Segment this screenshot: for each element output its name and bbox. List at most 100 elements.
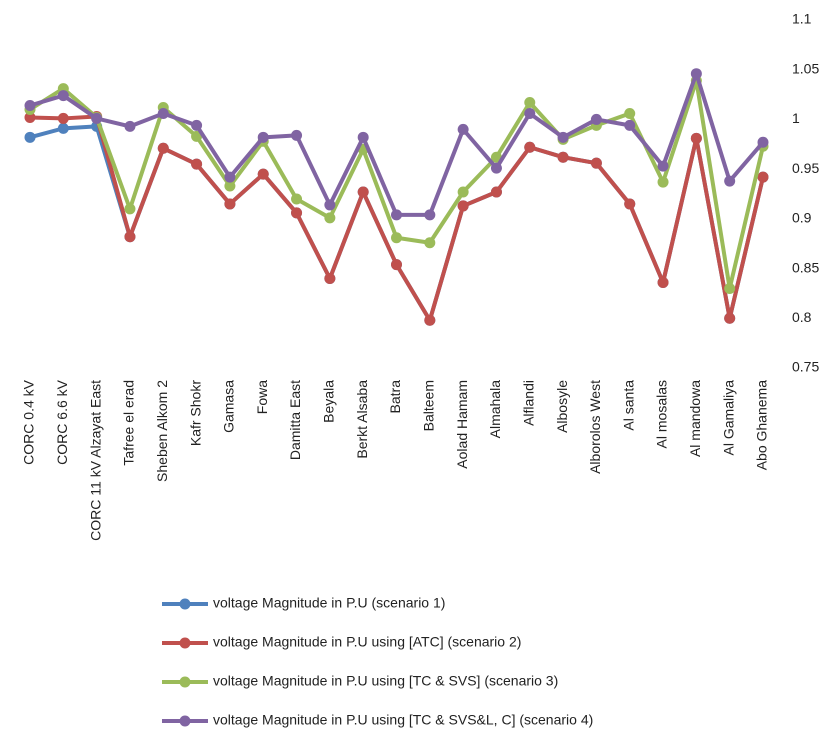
data-point: [224, 171, 236, 183]
x-tick-label: Abo Ghanema: [754, 380, 770, 470]
legend-label: voltage Magnitude in P.U using [TC & SVS…: [213, 673, 558, 689]
data-point: [590, 113, 602, 125]
data-point: [24, 111, 36, 123]
data-point: [257, 131, 269, 143]
data-point: [724, 312, 736, 324]
x-tick-label: Al mosalas: [654, 380, 670, 448]
legend-label: voltage Magnitude in P.U using [TC & SVS…: [213, 712, 593, 728]
data-point: [357, 186, 369, 198]
x-tick-label: Sheben Alkom 2: [154, 380, 170, 482]
data-point: [490, 162, 502, 174]
data-point: [724, 282, 736, 294]
data-point: [257, 168, 269, 180]
x-tick-label: Batra: [387, 380, 403, 414]
data-point: [224, 198, 236, 210]
y-tick-label: 0.85: [792, 259, 819, 275]
data-point: [657, 160, 669, 172]
x-tick-label: Berkt Alsaba: [354, 380, 370, 459]
data-point: [757, 171, 769, 183]
x-tick-label: Al santa: [620, 380, 636, 431]
data-point: [524, 107, 536, 119]
data-point: [124, 120, 136, 132]
data-point: [391, 232, 402, 244]
data-point: [424, 314, 436, 326]
y-tick-label: 0.8: [792, 309, 812, 325]
data-point: [291, 193, 303, 205]
data-point: [391, 259, 402, 271]
data-point: [490, 186, 502, 198]
data-point: [224, 180, 236, 192]
y-tick-label: 1: [792, 110, 800, 126]
data-point: [690, 68, 702, 80]
legend-marker: [179, 676, 191, 688]
data-point: [557, 131, 569, 143]
y-tick-label: 0.9: [792, 210, 812, 226]
data-point: [324, 212, 336, 224]
data-point: [590, 157, 602, 169]
data-point: [157, 142, 169, 154]
data-point: [291, 207, 303, 219]
data-point: [191, 119, 203, 131]
x-tick-label: Fowa: [254, 380, 270, 414]
data-point: [457, 123, 469, 135]
data-point: [57, 112, 69, 124]
data-point: [124, 203, 136, 215]
x-tick-label: Al Gamaliya: [720, 380, 736, 456]
data-point: [424, 237, 436, 249]
data-point: [524, 141, 536, 153]
data-point: [191, 158, 203, 170]
x-tick-label: Al mandowa: [687, 380, 703, 457]
data-point: [457, 200, 469, 212]
y-tick-label: 0.95: [792, 160, 819, 176]
x-tick-label: Gamasa: [221, 380, 237, 433]
data-point: [324, 199, 336, 211]
data-point: [57, 90, 69, 102]
data-point: [391, 209, 402, 221]
data-point: [57, 122, 69, 134]
data-point: [291, 129, 303, 141]
data-point: [557, 151, 569, 163]
data-point: [124, 231, 136, 243]
legend-marker: [179, 637, 191, 649]
x-tick-label: Alflandi: [520, 380, 536, 426]
data-point: [757, 136, 769, 148]
x-tick-label: Aolad Hamam: [454, 380, 470, 469]
data-point: [91, 112, 103, 124]
data-point: [724, 175, 736, 187]
data-point: [457, 186, 469, 198]
data-point: [624, 198, 636, 210]
x-tick-label: Tafree el erad: [121, 380, 137, 466]
x-tick-label: Balteem: [421, 380, 437, 431]
data-point: [157, 107, 169, 119]
x-tick-label: Albosyle: [554, 380, 570, 433]
x-tick-label: CORC 11 kV Alzayat East: [87, 380, 103, 541]
data-point: [191, 130, 203, 142]
y-tick-label: 1.1: [792, 11, 812, 27]
x-tick-label: Damitta East: [287, 380, 303, 460]
legend-marker: [179, 715, 191, 727]
x-tick-label: Alborolos West: [587, 380, 603, 474]
y-tick-label: 0.75: [792, 359, 819, 375]
data-point: [24, 100, 36, 112]
data-point: [657, 176, 669, 188]
data-point: [524, 97, 536, 109]
series-line: [29, 71, 765, 217]
data-point: [624, 107, 636, 119]
x-tick-label: Almahala: [487, 380, 503, 439]
data-point: [324, 273, 336, 285]
legend-marker: [179, 598, 191, 610]
legend-label: voltage Magnitude in P.U (scenario 1): [213, 595, 445, 611]
data-point: [24, 131, 36, 143]
x-tick-label: Kafr Shokr: [187, 380, 203, 446]
data-point: [357, 131, 369, 143]
y-tick-label: 1.05: [792, 60, 819, 76]
legend-label: voltage Magnitude in P.U using [ATC] (sc…: [213, 634, 521, 650]
data-point: [690, 132, 702, 144]
x-tick-label: CORC 6.6 kV: [54, 379, 70, 464]
x-tick-label: Beyala: [321, 380, 337, 423]
x-tick-label: CORC 0.4 kV: [21, 379, 37, 464]
data-point: [624, 119, 636, 131]
data-point: [424, 209, 436, 221]
data-point: [657, 276, 669, 288]
